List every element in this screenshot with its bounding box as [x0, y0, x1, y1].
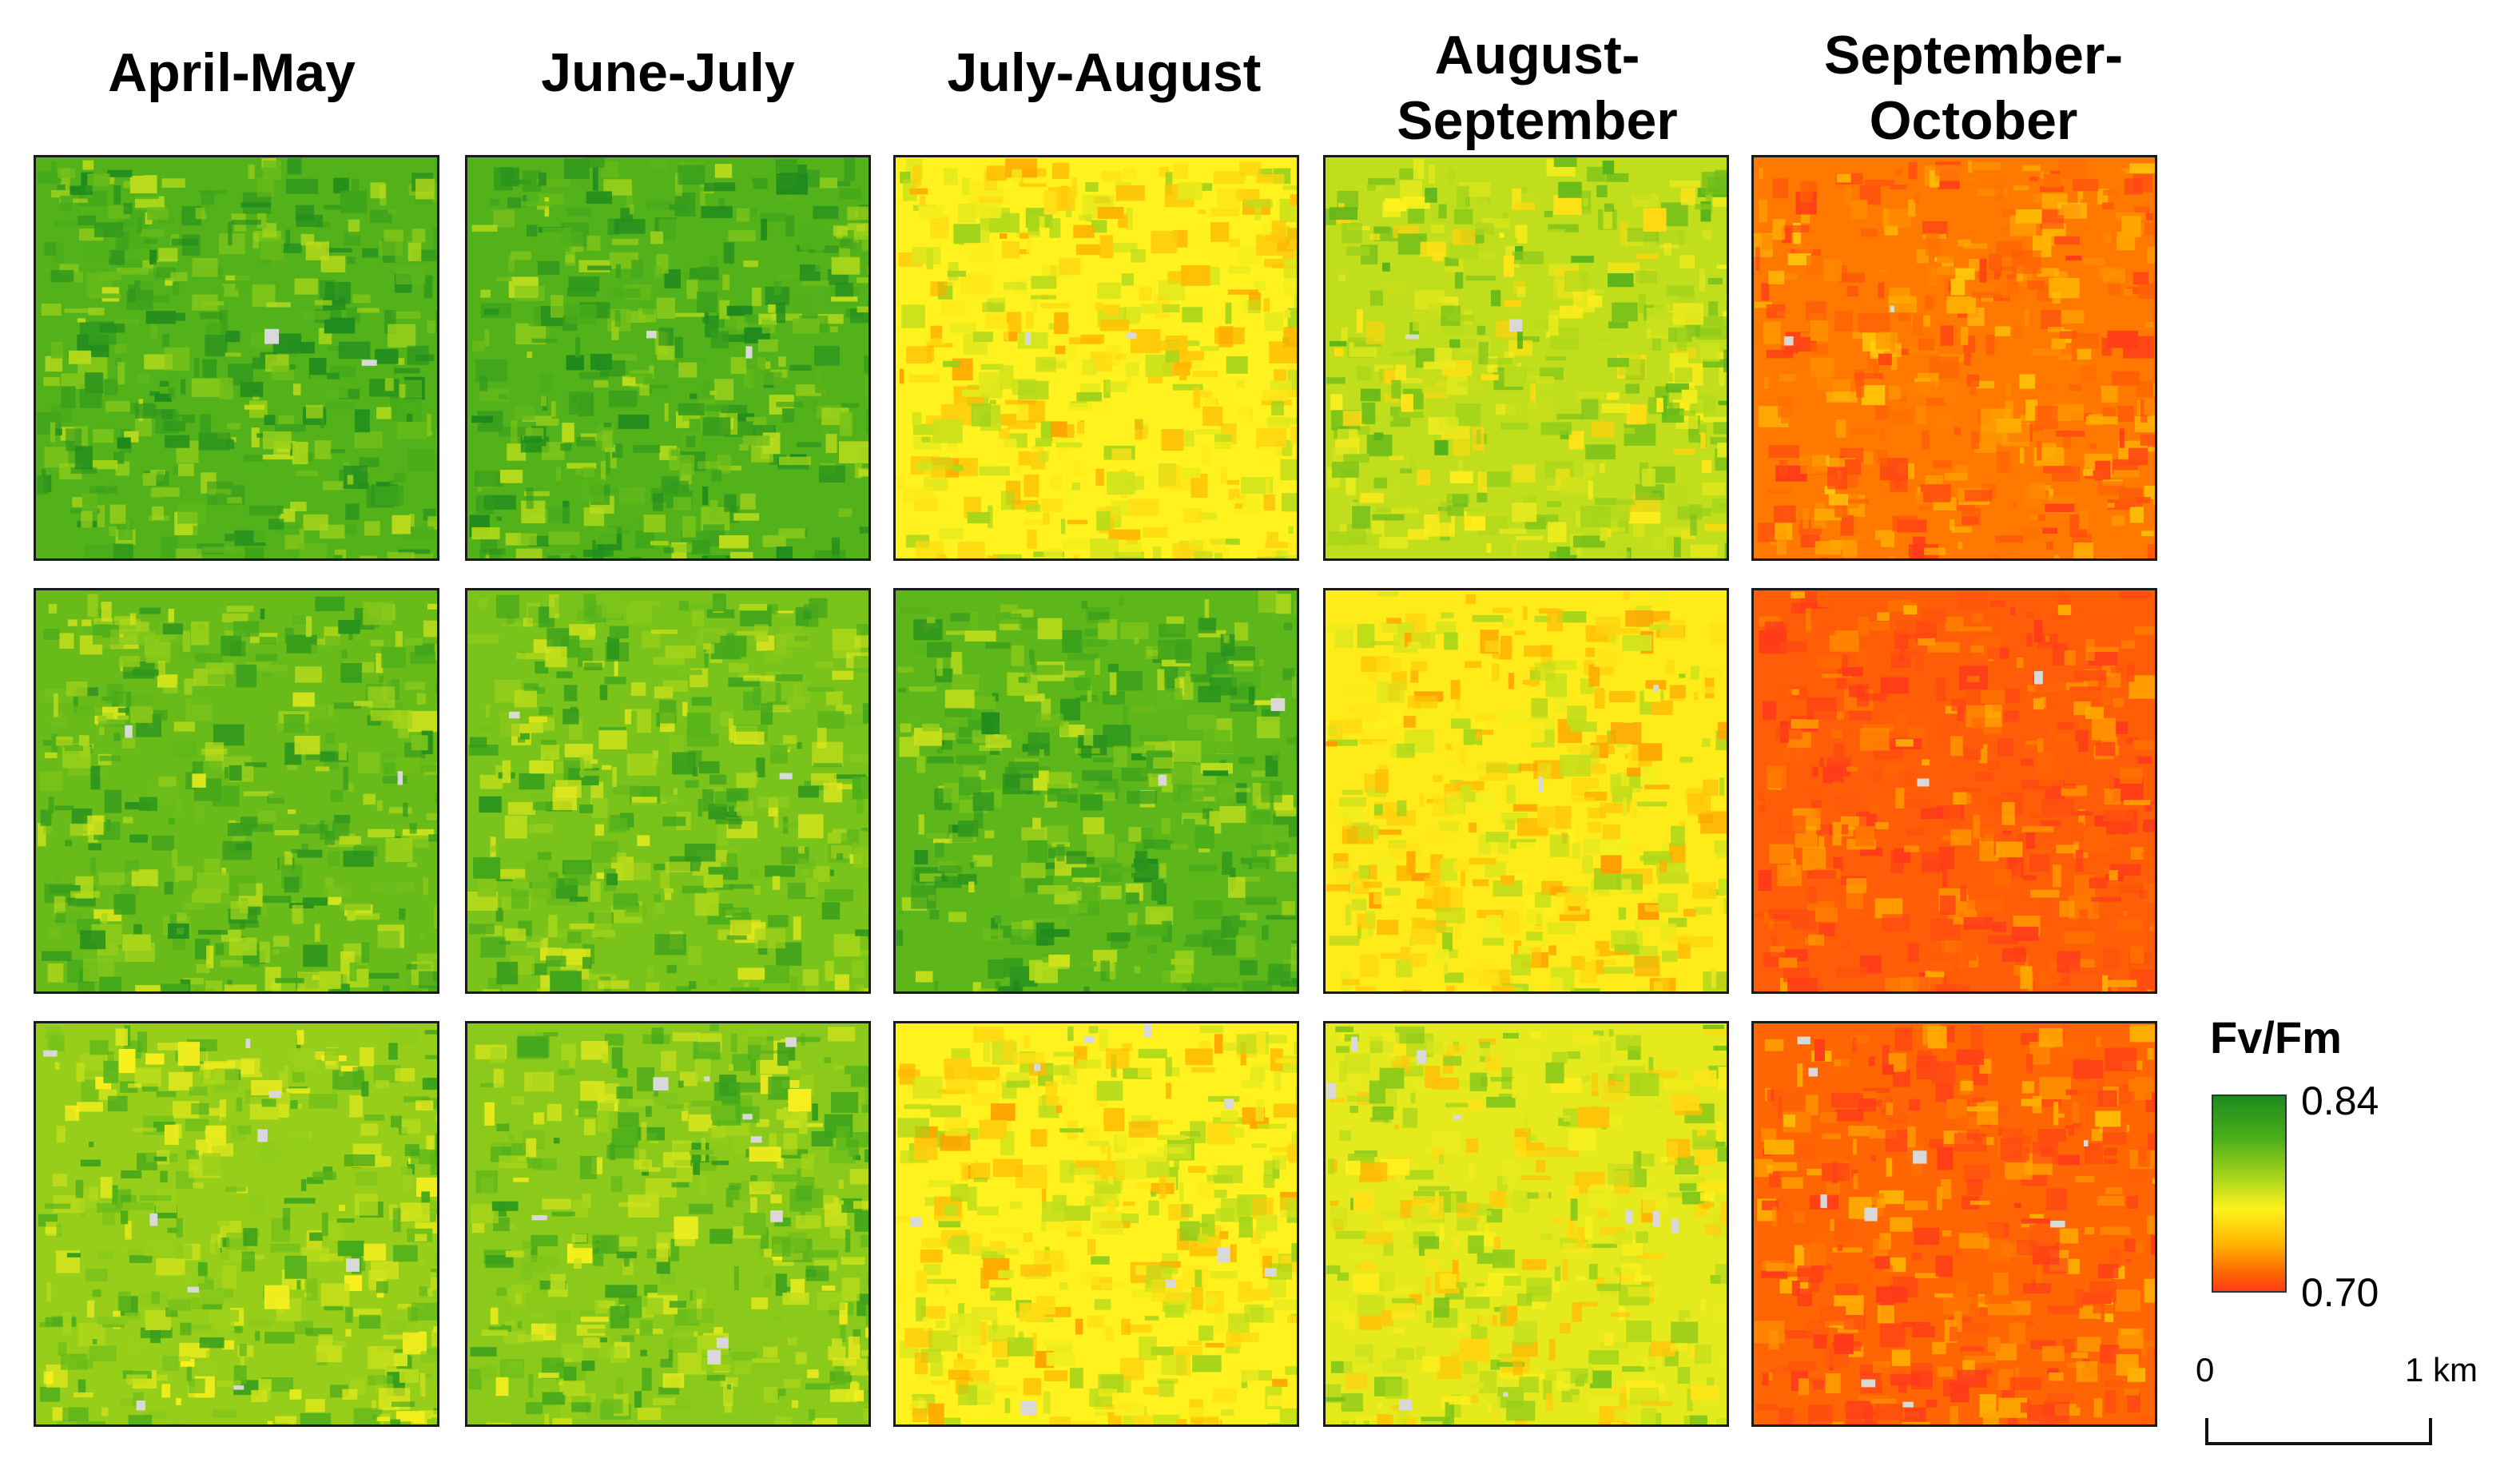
column-header-august-september: August- September	[1397, 25, 1678, 151]
scale-bar-start-label: 0	[2196, 1351, 2215, 1389]
map-tile-r1-c5	[1751, 155, 2157, 561]
scale-bar	[2205, 1418, 2432, 1445]
legend-color-ramp	[2212, 1095, 2287, 1293]
column-header-september-october: September- October	[1823, 25, 2124, 151]
map-tile-r2-c2	[465, 588, 871, 994]
legend-title: Fv/Fm	[2210, 1012, 2342, 1063]
column-header-july-august: July-August	[947, 42, 1262, 103]
map-tile-r3-c3	[893, 1021, 1299, 1427]
map-tile-r3-c4	[1323, 1021, 1729, 1427]
map-tile-r2-c4	[1323, 588, 1729, 994]
map-tile-r1-c1	[34, 155, 439, 561]
map-tile-r2-c1	[34, 588, 439, 994]
map-tile-r3-c2	[465, 1021, 871, 1427]
map-tile-r3-c1	[34, 1021, 439, 1427]
legend-min-label: 0.70	[2301, 1270, 2379, 1315]
map-tile-r2-c3	[893, 588, 1299, 994]
column-header-june-july: June-July	[541, 42, 795, 103]
map-tile-r1-c3	[893, 155, 1299, 561]
legend-max-label: 0.84	[2301, 1079, 2379, 1123]
map-tile-r2-c5	[1751, 588, 2157, 994]
scale-bar-end-label: 1 km	[2405, 1351, 2478, 1389]
column-header-april-may: April-May	[108, 42, 356, 103]
map-tile-r1-c2	[465, 155, 871, 561]
map-tile-r3-c5	[1751, 1021, 2157, 1427]
map-tile-r1-c4	[1323, 155, 1729, 561]
